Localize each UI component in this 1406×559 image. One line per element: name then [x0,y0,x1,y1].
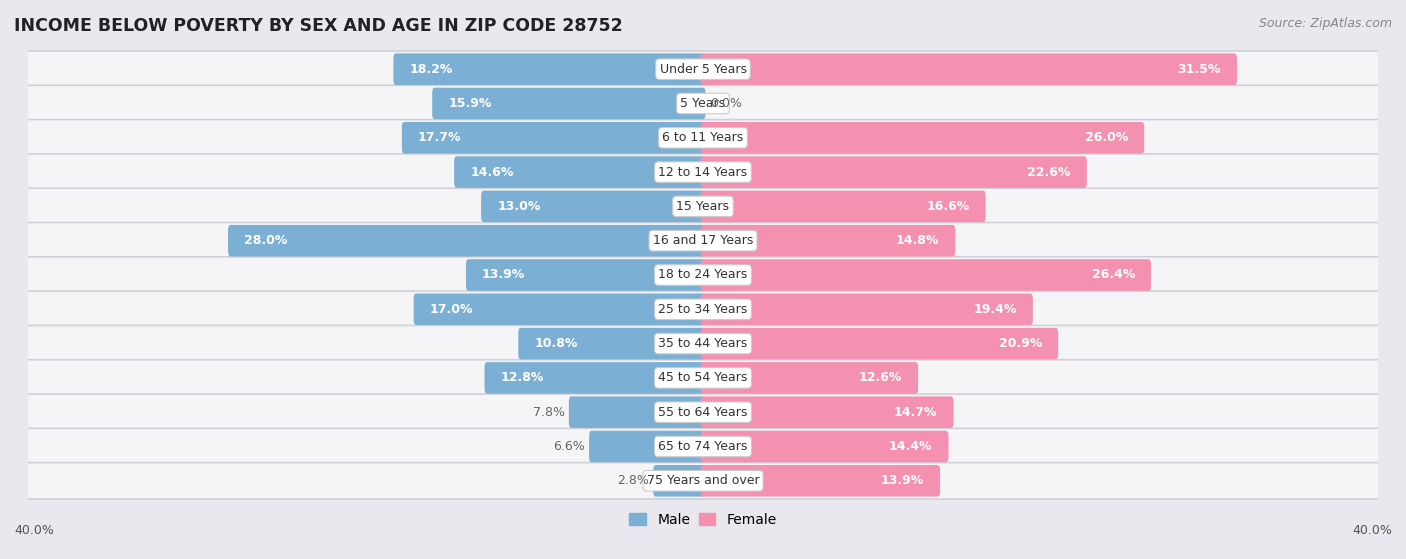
FancyBboxPatch shape [17,463,1389,499]
Text: 15 Years: 15 Years [676,200,730,213]
FancyBboxPatch shape [394,54,706,85]
FancyBboxPatch shape [700,293,1033,325]
Text: 12.8%: 12.8% [501,371,544,385]
Text: 26.0%: 26.0% [1085,131,1128,144]
FancyBboxPatch shape [454,157,706,188]
FancyBboxPatch shape [589,431,706,462]
FancyBboxPatch shape [17,291,1389,328]
Text: 45 to 54 Years: 45 to 54 Years [658,371,748,385]
Text: 55 to 64 Years: 55 to 64 Years [658,406,748,419]
Text: 65 to 74 Years: 65 to 74 Years [658,440,748,453]
Text: 22.6%: 22.6% [1028,165,1071,178]
Text: 0.0%: 0.0% [710,97,742,110]
FancyBboxPatch shape [700,259,1152,291]
FancyBboxPatch shape [519,328,706,359]
FancyBboxPatch shape [17,222,1389,259]
Text: 5 Years: 5 Years [681,97,725,110]
Text: 17.0%: 17.0% [430,303,474,316]
Text: 13.0%: 13.0% [498,200,540,213]
Text: 13.9%: 13.9% [880,474,924,487]
Text: 28.0%: 28.0% [245,234,287,247]
FancyBboxPatch shape [17,428,1389,465]
Text: Source: ZipAtlas.com: Source: ZipAtlas.com [1258,17,1392,30]
FancyBboxPatch shape [17,257,1389,293]
Text: 18 to 24 Years: 18 to 24 Years [658,268,748,282]
Text: 18.2%: 18.2% [409,63,453,75]
Text: 13.9%: 13.9% [482,268,526,282]
FancyBboxPatch shape [654,465,706,496]
FancyBboxPatch shape [413,293,706,325]
FancyBboxPatch shape [700,431,949,462]
FancyBboxPatch shape [432,88,706,119]
FancyBboxPatch shape [402,122,706,154]
Text: 7.8%: 7.8% [533,406,565,419]
FancyBboxPatch shape [17,51,1389,87]
Text: 14.7%: 14.7% [894,406,938,419]
FancyBboxPatch shape [481,191,706,222]
FancyBboxPatch shape [485,362,706,394]
Text: 14.8%: 14.8% [896,234,939,247]
Text: 12 to 14 Years: 12 to 14 Years [658,165,748,178]
FancyBboxPatch shape [17,360,1389,396]
Text: 12.6%: 12.6% [859,371,903,385]
FancyBboxPatch shape [569,396,706,428]
Text: 40.0%: 40.0% [1353,524,1392,537]
Legend: Male, Female: Male, Female [624,507,782,532]
FancyBboxPatch shape [700,122,1144,154]
FancyBboxPatch shape [228,225,706,257]
FancyBboxPatch shape [700,328,1059,359]
Text: 16.6%: 16.6% [927,200,970,213]
FancyBboxPatch shape [17,86,1389,122]
Text: 20.9%: 20.9% [998,337,1042,350]
FancyBboxPatch shape [700,191,986,222]
FancyBboxPatch shape [700,396,953,428]
FancyBboxPatch shape [17,325,1389,362]
Text: 6.6%: 6.6% [553,440,585,453]
FancyBboxPatch shape [17,120,1389,156]
Text: 40.0%: 40.0% [14,524,53,537]
Text: 31.5%: 31.5% [1178,63,1220,75]
Text: 17.7%: 17.7% [418,131,461,144]
Text: 35 to 44 Years: 35 to 44 Years [658,337,748,350]
FancyBboxPatch shape [17,188,1389,225]
FancyBboxPatch shape [700,54,1237,85]
FancyBboxPatch shape [17,394,1389,430]
Text: Under 5 Years: Under 5 Years [659,63,747,75]
FancyBboxPatch shape [17,154,1389,190]
FancyBboxPatch shape [465,259,706,291]
Text: 14.4%: 14.4% [889,440,932,453]
Text: 26.4%: 26.4% [1091,268,1135,282]
Text: 75 Years and over: 75 Years and over [647,474,759,487]
Text: INCOME BELOW POVERTY BY SEX AND AGE IN ZIP CODE 28752: INCOME BELOW POVERTY BY SEX AND AGE IN Z… [14,17,623,35]
Text: 25 to 34 Years: 25 to 34 Years [658,303,748,316]
Text: 14.6%: 14.6% [470,165,513,178]
FancyBboxPatch shape [700,225,955,257]
Text: 10.8%: 10.8% [534,337,578,350]
Text: 6 to 11 Years: 6 to 11 Years [662,131,744,144]
FancyBboxPatch shape [700,157,1087,188]
Text: 19.4%: 19.4% [973,303,1017,316]
FancyBboxPatch shape [700,465,941,496]
Text: 16 and 17 Years: 16 and 17 Years [652,234,754,247]
Text: 2.8%: 2.8% [617,474,650,487]
FancyBboxPatch shape [700,362,918,394]
Text: 15.9%: 15.9% [449,97,492,110]
